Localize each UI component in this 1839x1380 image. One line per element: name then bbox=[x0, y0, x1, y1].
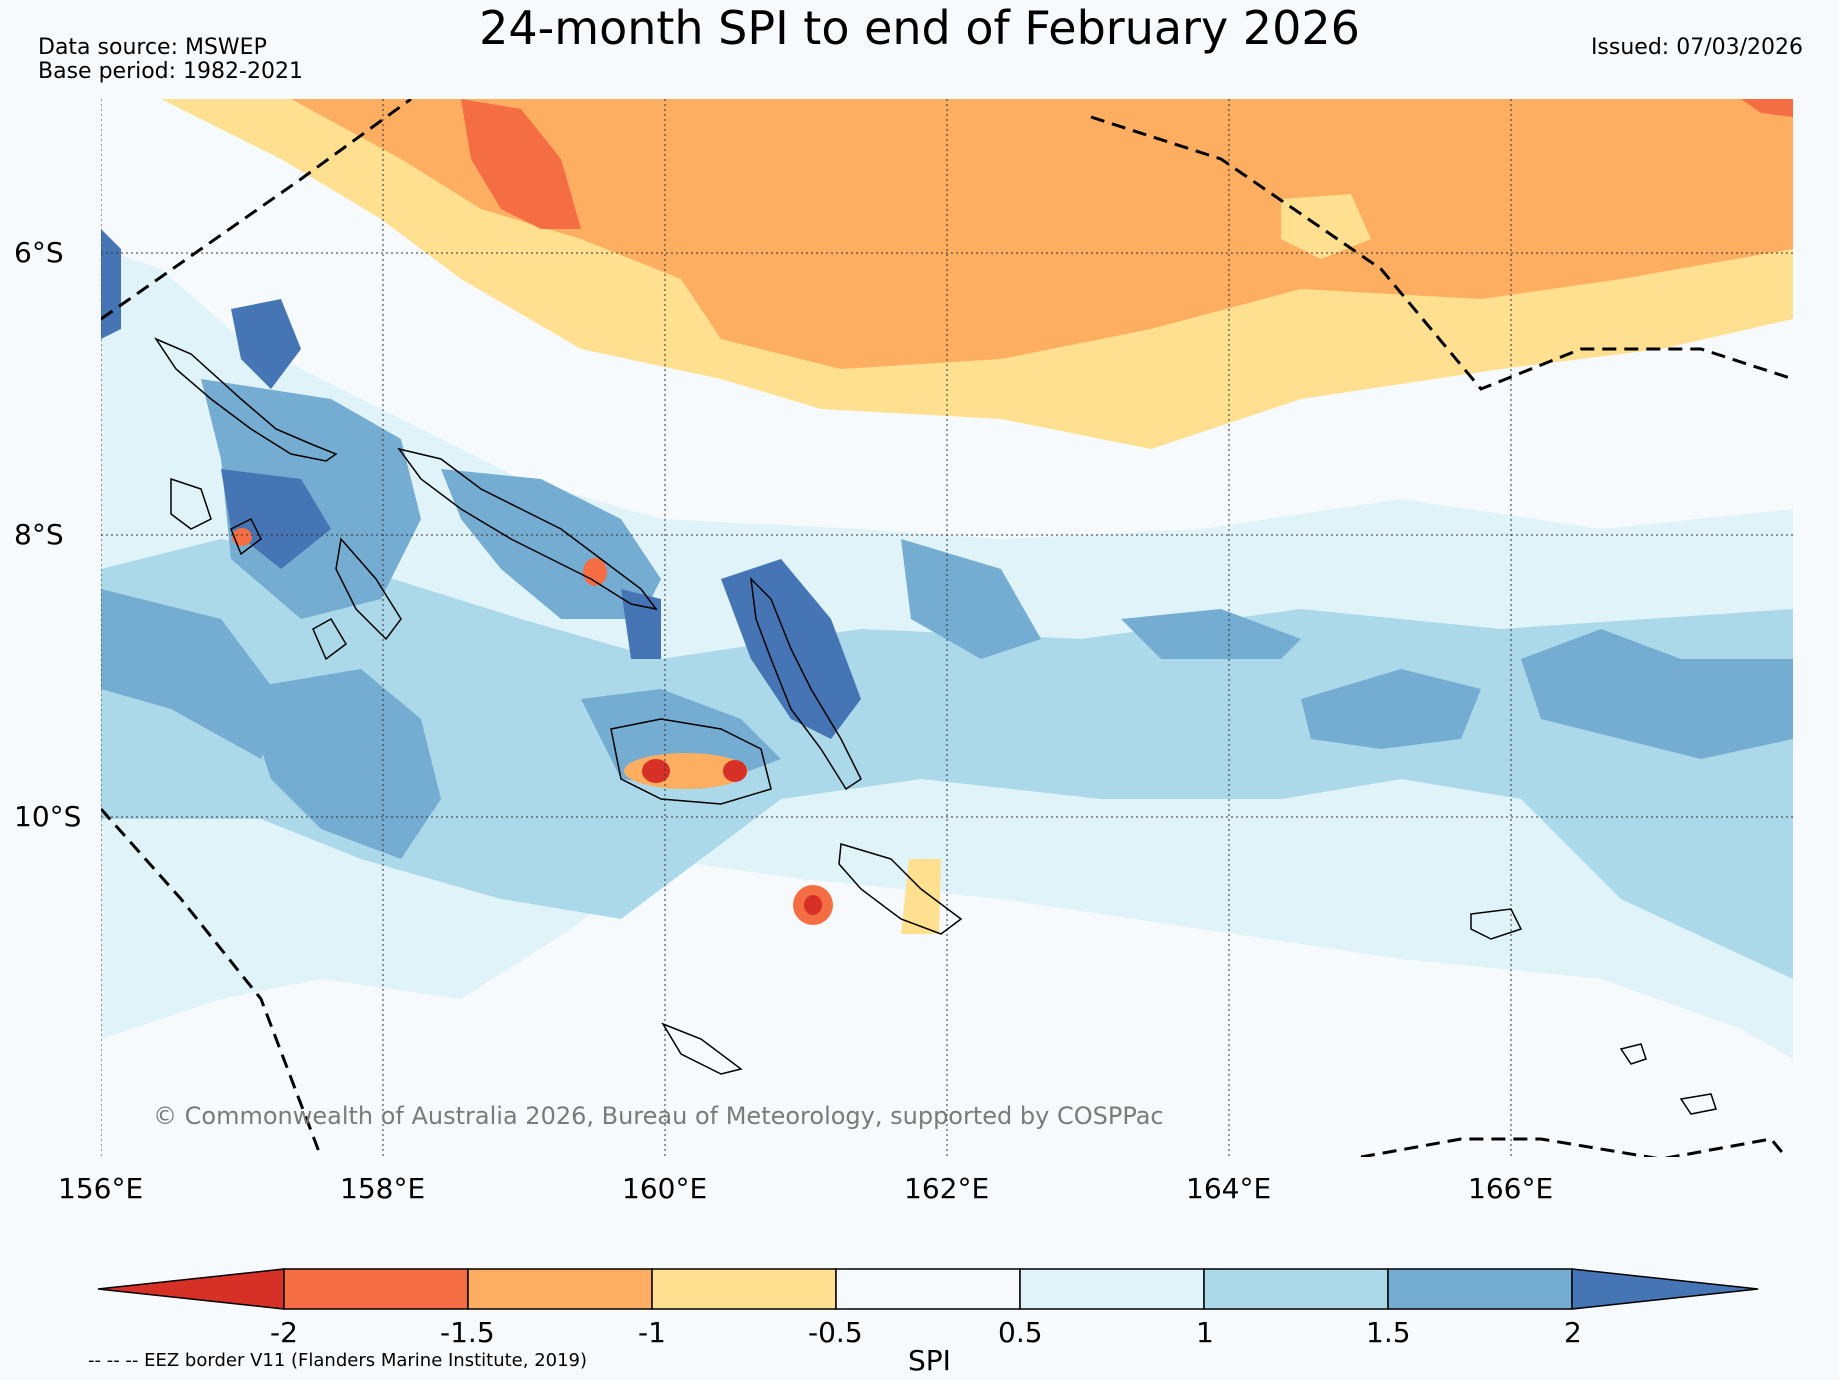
lat-label-8s: 8°S bbox=[14, 518, 64, 551]
cbar-tick-1p5: 1.5 bbox=[1366, 1316, 1411, 1349]
colorbar-segment-1 bbox=[283, 1268, 469, 1310]
lat-label-6s: 6°S bbox=[14, 236, 64, 269]
copyright-credit: © Commonwealth of Australia 2026, Bureau… bbox=[153, 1102, 1164, 1130]
lon-label-156e: 156°E bbox=[58, 1172, 144, 1205]
lon-label-158e: 158°E bbox=[340, 1172, 426, 1205]
eez-border bbox=[101, 99, 1793, 1157]
colorbar-segment-3 bbox=[651, 1268, 837, 1310]
lat-label-10s: 10°S bbox=[14, 800, 82, 833]
lon-label-166e: 166°E bbox=[1468, 1172, 1554, 1205]
cbar-tick-0p5: 0.5 bbox=[998, 1316, 1043, 1349]
cbar-tick-minus1p5: -1.5 bbox=[440, 1316, 495, 1349]
cbar-tick-minus2: -2 bbox=[270, 1316, 298, 1349]
colorbar bbox=[98, 1268, 1759, 1310]
chart-title: 24-month SPI to end of February 2026 bbox=[479, 1, 1360, 55]
colorbar-extend-high bbox=[1571, 1268, 1759, 1310]
base-period: Base period: 1982-2021 bbox=[38, 59, 303, 84]
spi-map-canvas: © Commonwealth of Australia 2026, Bureau… bbox=[101, 99, 1793, 1157]
colorbar-label: SPI bbox=[908, 1344, 951, 1377]
coastlines bbox=[153, 337, 1717, 1115]
cbar-tick-2: 2 bbox=[1564, 1316, 1582, 1349]
cbar-tick-1: 1 bbox=[1196, 1316, 1214, 1349]
colorbar-segment-4 bbox=[835, 1268, 1021, 1310]
lon-label-162e: 162°E bbox=[904, 1172, 990, 1205]
data-source: Data source: MSWEP bbox=[38, 35, 267, 60]
spi-zone-minus1p5-minus2 bbox=[461, 99, 581, 229]
issued-date: Issued: 07/03/2026 bbox=[1590, 35, 1803, 60]
spi-zone-above-2 bbox=[101, 229, 121, 339]
spi-zone-minus1-minus1p5 bbox=[291, 99, 1793, 369]
colorbar-extend-low bbox=[98, 1268, 285, 1310]
colorbar-segment-2 bbox=[467, 1268, 653, 1310]
spi-zone-1p5-2 bbox=[101, 589, 281, 759]
graticule bbox=[101, 99, 1793, 1157]
cbar-tick-minus0p5: -0.5 bbox=[808, 1316, 863, 1349]
colorbar-segment-7 bbox=[1387, 1268, 1573, 1310]
lon-label-160e: 160°E bbox=[622, 1172, 708, 1205]
spi-map: © Commonwealth of Australia 2026, Bureau… bbox=[101, 99, 1793, 1157]
cbar-tick-minus1: -1 bbox=[638, 1316, 666, 1349]
lon-label-164e: 164°E bbox=[1186, 1172, 1272, 1205]
colorbar-segment-5 bbox=[1019, 1268, 1205, 1310]
eez-legend-note: -- -- -- EEZ border V11 (Flanders Marine… bbox=[88, 1350, 588, 1371]
colorbar-segment-6 bbox=[1203, 1268, 1389, 1310]
